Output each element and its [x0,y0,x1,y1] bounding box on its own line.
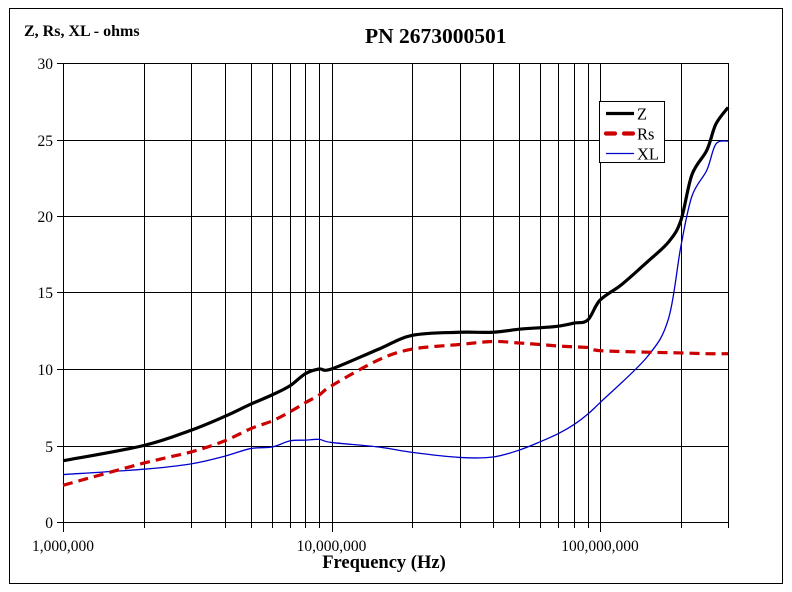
svg-text:25: 25 [38,133,54,150]
svg-text:5: 5 [45,439,53,456]
svg-text:1,000,000: 1,000,000 [32,538,94,555]
svg-text:10,000,000: 10,000,000 [297,538,367,555]
svg-text:15: 15 [38,285,54,302]
svg-text:10: 10 [38,362,54,379]
svg-text:0: 0 [45,515,53,532]
svg-text:100,000,000: 100,000,000 [561,538,639,555]
svg-text:XL: XL [637,145,659,164]
svg-text:30: 30 [38,56,54,73]
svg-text:20: 20 [38,209,54,226]
svg-text:Z: Z [637,105,647,124]
svg-text:Rs: Rs [637,125,654,144]
